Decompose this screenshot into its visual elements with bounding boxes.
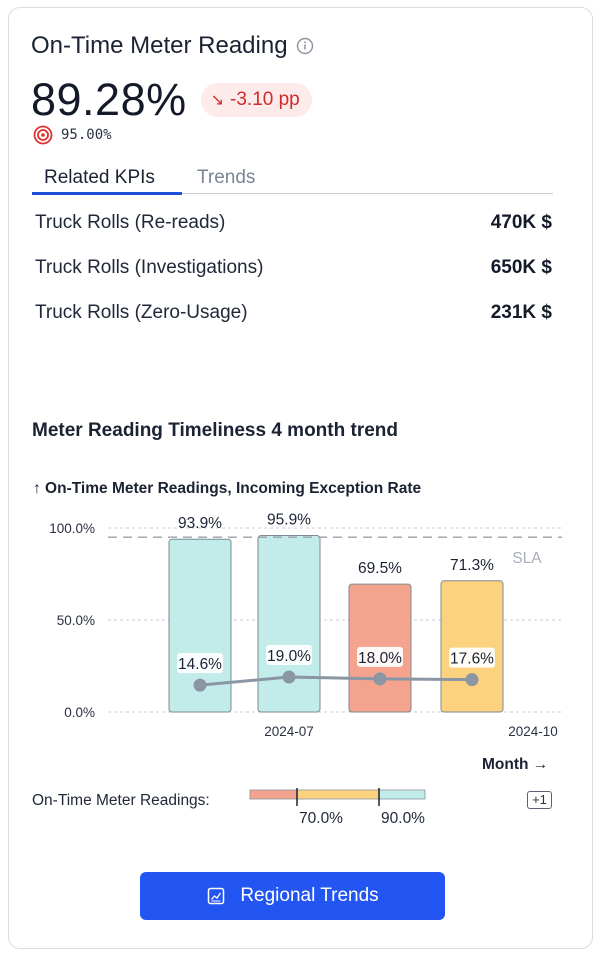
kpi-amount: 231K $	[490, 302, 552, 323]
legend-segment	[379, 790, 425, 799]
kpi-value: 89.28%	[31, 74, 187, 125]
kpi-label: Truck Rolls (Re-reads)	[35, 212, 226, 233]
kpi-row-re-reads[interactable]: Truck Rolls (Re-reads) 470K $	[35, 212, 552, 234]
kpi-label: Truck Rolls (Investigations)	[35, 257, 264, 278]
legend-threshold-label: 70.0%	[299, 810, 343, 827]
exception-rate-line	[199, 675, 473, 687]
kpi-title: On-Time Meter Reading	[31, 32, 288, 59]
regional-trends-label: Regional Trends	[240, 885, 379, 906]
legend-threshold-label: 90.0%	[381, 810, 425, 827]
line-point	[282, 670, 296, 684]
target-row: 95.00%	[33, 125, 112, 145]
y-tick-label: 50.0%	[57, 613, 95, 628]
line-label-bg	[357, 646, 403, 667]
tab-bar: Related KPIs Trends	[32, 158, 553, 195]
kpi-row-investigations[interactable]: Truck Rolls (Investigations) 650K $	[35, 257, 552, 279]
kpi-title-row: On-Time Meter Reading	[31, 32, 314, 60]
line-value-label: 17.6%	[450, 651, 494, 668]
line-point	[465, 673, 479, 687]
kpi-row-zero-usage[interactable]: Truck Rolls (Zero-Usage) 231K $	[35, 302, 552, 324]
line-point	[193, 678, 207, 692]
line-point	[373, 672, 387, 686]
legend-label: On-Time Meter Readings:	[32, 792, 210, 809]
sla-label: SLA	[512, 550, 542, 567]
kpi-amount: 470K $	[490, 212, 552, 233]
x-axis-label[interactable]: Month →	[482, 756, 549, 773]
active-tab-indicator	[32, 192, 182, 195]
kpi-value-row: 89.28% ↘ -3.10 pp	[31, 74, 312, 126]
line-value-label: 14.6%	[178, 656, 222, 673]
x-tick-label: 2024-07	[264, 724, 314, 739]
info-icon[interactable]	[296, 37, 314, 55]
y-tick-label: 100.0%	[49, 521, 95, 536]
bar-value-label: 71.3%	[450, 557, 494, 574]
bar-value-label: 95.9%	[267, 512, 311, 529]
target-value: 95.00%	[61, 127, 112, 143]
bar-value-label: 69.5%	[358, 560, 402, 577]
chart-subtitle: ↑ On-Time Meter Readings, Incoming Excep…	[33, 480, 422, 497]
legend-border	[249, 789, 426, 800]
trend-section-title: Meter Reading Timeliness 4 month trend	[32, 420, 399, 441]
tab-related-kpis[interactable]: Related KPIs	[44, 167, 155, 188]
delta-value: -3.10 pp	[230, 89, 300, 110]
line-value-label: 19.0%	[267, 648, 311, 665]
line-label-bg	[266, 645, 312, 666]
trend-down-icon: ↘	[210, 92, 225, 109]
tab-trends[interactable]: Trends	[197, 167, 256, 188]
kpi-label: Truck Rolls (Zero-Usage)	[35, 302, 248, 323]
legend-segment	[250, 790, 297, 799]
kpi-amount: 650K $	[490, 257, 552, 278]
trend-chart-icon	[208, 887, 225, 905]
line-label-bg	[449, 647, 495, 668]
x-tick-label: 2024-10	[508, 724, 558, 739]
line-label-bg	[177, 653, 223, 674]
bar	[257, 535, 321, 713]
bar-value-label: 93.9%	[178, 515, 222, 532]
y-tick-label: 0.0%	[64, 705, 95, 720]
delta-badge: ↘ -3.10 pp	[200, 83, 312, 117]
legend-segment	[297, 790, 379, 799]
target-icon	[33, 125, 53, 145]
more-legend-badge[interactable]: +1	[527, 791, 552, 809]
line-value-label: 18.0%	[358, 650, 402, 667]
regional-trends-button[interactable]: Regional Trends	[140, 872, 445, 920]
